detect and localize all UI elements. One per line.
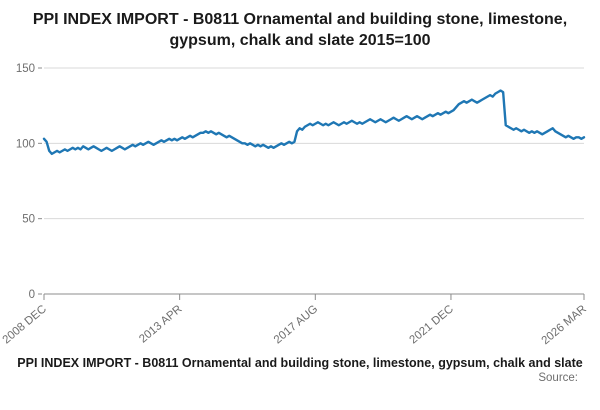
x-tick-label: 2008 DEC <box>1 303 49 346</box>
y-tick-label: 100 <box>16 138 35 150</box>
source-label: Source: <box>538 371 578 384</box>
y-tick-label: 150 <box>16 63 35 75</box>
x-tick-label: 2013 APR <box>137 303 184 345</box>
chart-page: PPI INDEX IMPORT - B0811 Ornamental and … <box>0 10 600 410</box>
y-tick-label: 0 <box>29 289 35 301</box>
y-tick-label: 50 <box>22 213 35 225</box>
x-tick-label: 2026 MAR <box>540 303 589 347</box>
chart-title: PPI INDEX IMPORT - B0811 Ornamental and … <box>32 11 568 49</box>
series-line <box>42 88 586 155</box>
line-chart: 0 50 100 150 2008 DEC 2013 APR 2017 AUG 2021 DE… <box>1 63 589 347</box>
x-tick-label: 2017 AUG <box>272 303 320 346</box>
x-tick-label: 2021 DEC <box>408 303 456 346</box>
footer-caption-wrap: PPI INDEX IMPORT - B0811 Ornamental and … <box>0 356 600 370</box>
footer-caption: PPI INDEX IMPORT - B0811 Ornamental and … <box>17 355 583 370</box>
